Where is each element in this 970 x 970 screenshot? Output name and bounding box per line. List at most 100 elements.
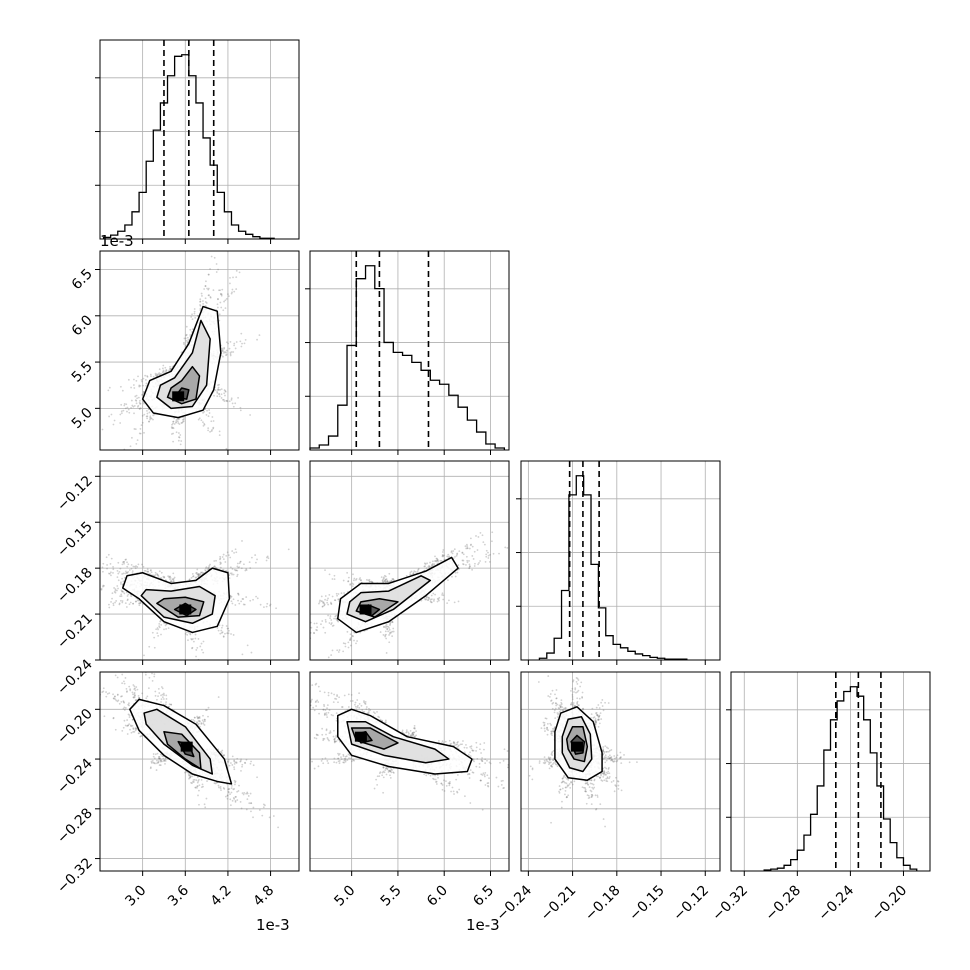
sample-point <box>346 571 349 574</box>
sample-point <box>236 573 239 576</box>
sample-point <box>134 729 137 732</box>
sample-point <box>130 563 133 566</box>
sample-point <box>390 580 393 582</box>
sample-point <box>382 766 385 769</box>
sample-point <box>127 703 130 706</box>
sample-point <box>349 638 352 640</box>
sample-point <box>201 571 204 574</box>
sample-point <box>255 595 257 598</box>
sample-point <box>191 318 194 321</box>
sample-point <box>254 554 257 556</box>
sample-point <box>608 757 611 760</box>
sample-point <box>151 672 153 675</box>
sample-point <box>180 422 183 424</box>
sample-point <box>183 343 185 346</box>
sample-point <box>459 743 462 746</box>
sample-point <box>491 540 493 543</box>
sample-point <box>385 652 388 654</box>
sample-point <box>144 673 147 676</box>
sample-point <box>432 600 435 602</box>
sample-point <box>389 769 392 772</box>
sample-point <box>157 757 160 760</box>
sample-point <box>229 595 232 598</box>
sample-point <box>125 570 127 573</box>
sample-point <box>169 367 171 370</box>
sample-point <box>409 573 411 576</box>
sample-point <box>128 714 131 717</box>
sample-point <box>190 316 193 318</box>
sample-point <box>443 790 446 792</box>
sample-point <box>138 602 140 605</box>
sample-point <box>468 563 471 566</box>
sample-point <box>137 375 139 378</box>
sample-point <box>250 802 252 805</box>
sample-point <box>479 531 482 534</box>
sample-point <box>143 391 145 393</box>
sample-point <box>512 770 514 772</box>
sample-point <box>381 579 384 582</box>
sample-point <box>129 724 132 727</box>
sample-point <box>561 706 564 709</box>
sample-point <box>130 567 133 570</box>
sample-point <box>238 602 241 605</box>
sample-point <box>122 409 125 412</box>
sample-point <box>390 579 393 582</box>
sample-point <box>435 557 438 560</box>
sample-point <box>216 395 219 398</box>
sample-point <box>304 738 306 740</box>
sample-point <box>545 717 548 720</box>
sample-point <box>135 442 138 445</box>
sample-point <box>208 565 211 567</box>
sample-point <box>378 775 381 777</box>
sample-point <box>140 378 143 381</box>
sample-point <box>129 728 131 731</box>
sample-point <box>214 389 217 392</box>
sample-point <box>488 761 491 764</box>
sample-point <box>182 341 185 344</box>
sample-point <box>383 577 385 580</box>
sample-point <box>466 547 469 550</box>
sample-point <box>156 698 158 701</box>
sample-point <box>206 568 209 571</box>
sample-point <box>157 761 160 764</box>
sample-point <box>212 289 215 292</box>
sample-point <box>237 592 239 595</box>
sample-point <box>610 781 613 783</box>
sample-point <box>165 698 168 700</box>
sample-point <box>154 762 156 765</box>
sample-point <box>150 569 152 571</box>
sample-point <box>117 699 120 702</box>
sample-point <box>230 398 233 401</box>
sample-point <box>165 701 167 703</box>
sample-point <box>477 536 480 538</box>
sample-point <box>216 390 219 393</box>
sample-point <box>344 759 347 762</box>
sample-point <box>162 370 165 373</box>
sample-point <box>91 687 93 689</box>
sample-point <box>198 716 201 718</box>
sample-point <box>133 695 136 697</box>
sample-point <box>200 419 203 422</box>
sample-point <box>202 300 204 302</box>
sample-point <box>111 597 113 600</box>
sample-point <box>164 624 167 627</box>
sample-point <box>132 384 135 386</box>
sample-point <box>237 396 240 399</box>
histogram-panel <box>95 39 300 244</box>
sample-point <box>157 373 160 376</box>
sample-point <box>199 573 201 575</box>
sample-point <box>176 418 179 421</box>
sample-point <box>138 408 141 410</box>
sample-point <box>165 623 168 626</box>
sample-point <box>549 761 552 764</box>
sample-point <box>112 604 115 607</box>
sample-point <box>158 626 161 629</box>
sample-point <box>207 288 210 291</box>
sample-point <box>232 797 235 799</box>
sample-point <box>441 740 444 743</box>
sample-point <box>109 572 111 575</box>
sample-point <box>132 693 134 696</box>
sample-point <box>454 575 457 578</box>
sample-point <box>112 717 115 719</box>
sample-point <box>127 724 129 727</box>
